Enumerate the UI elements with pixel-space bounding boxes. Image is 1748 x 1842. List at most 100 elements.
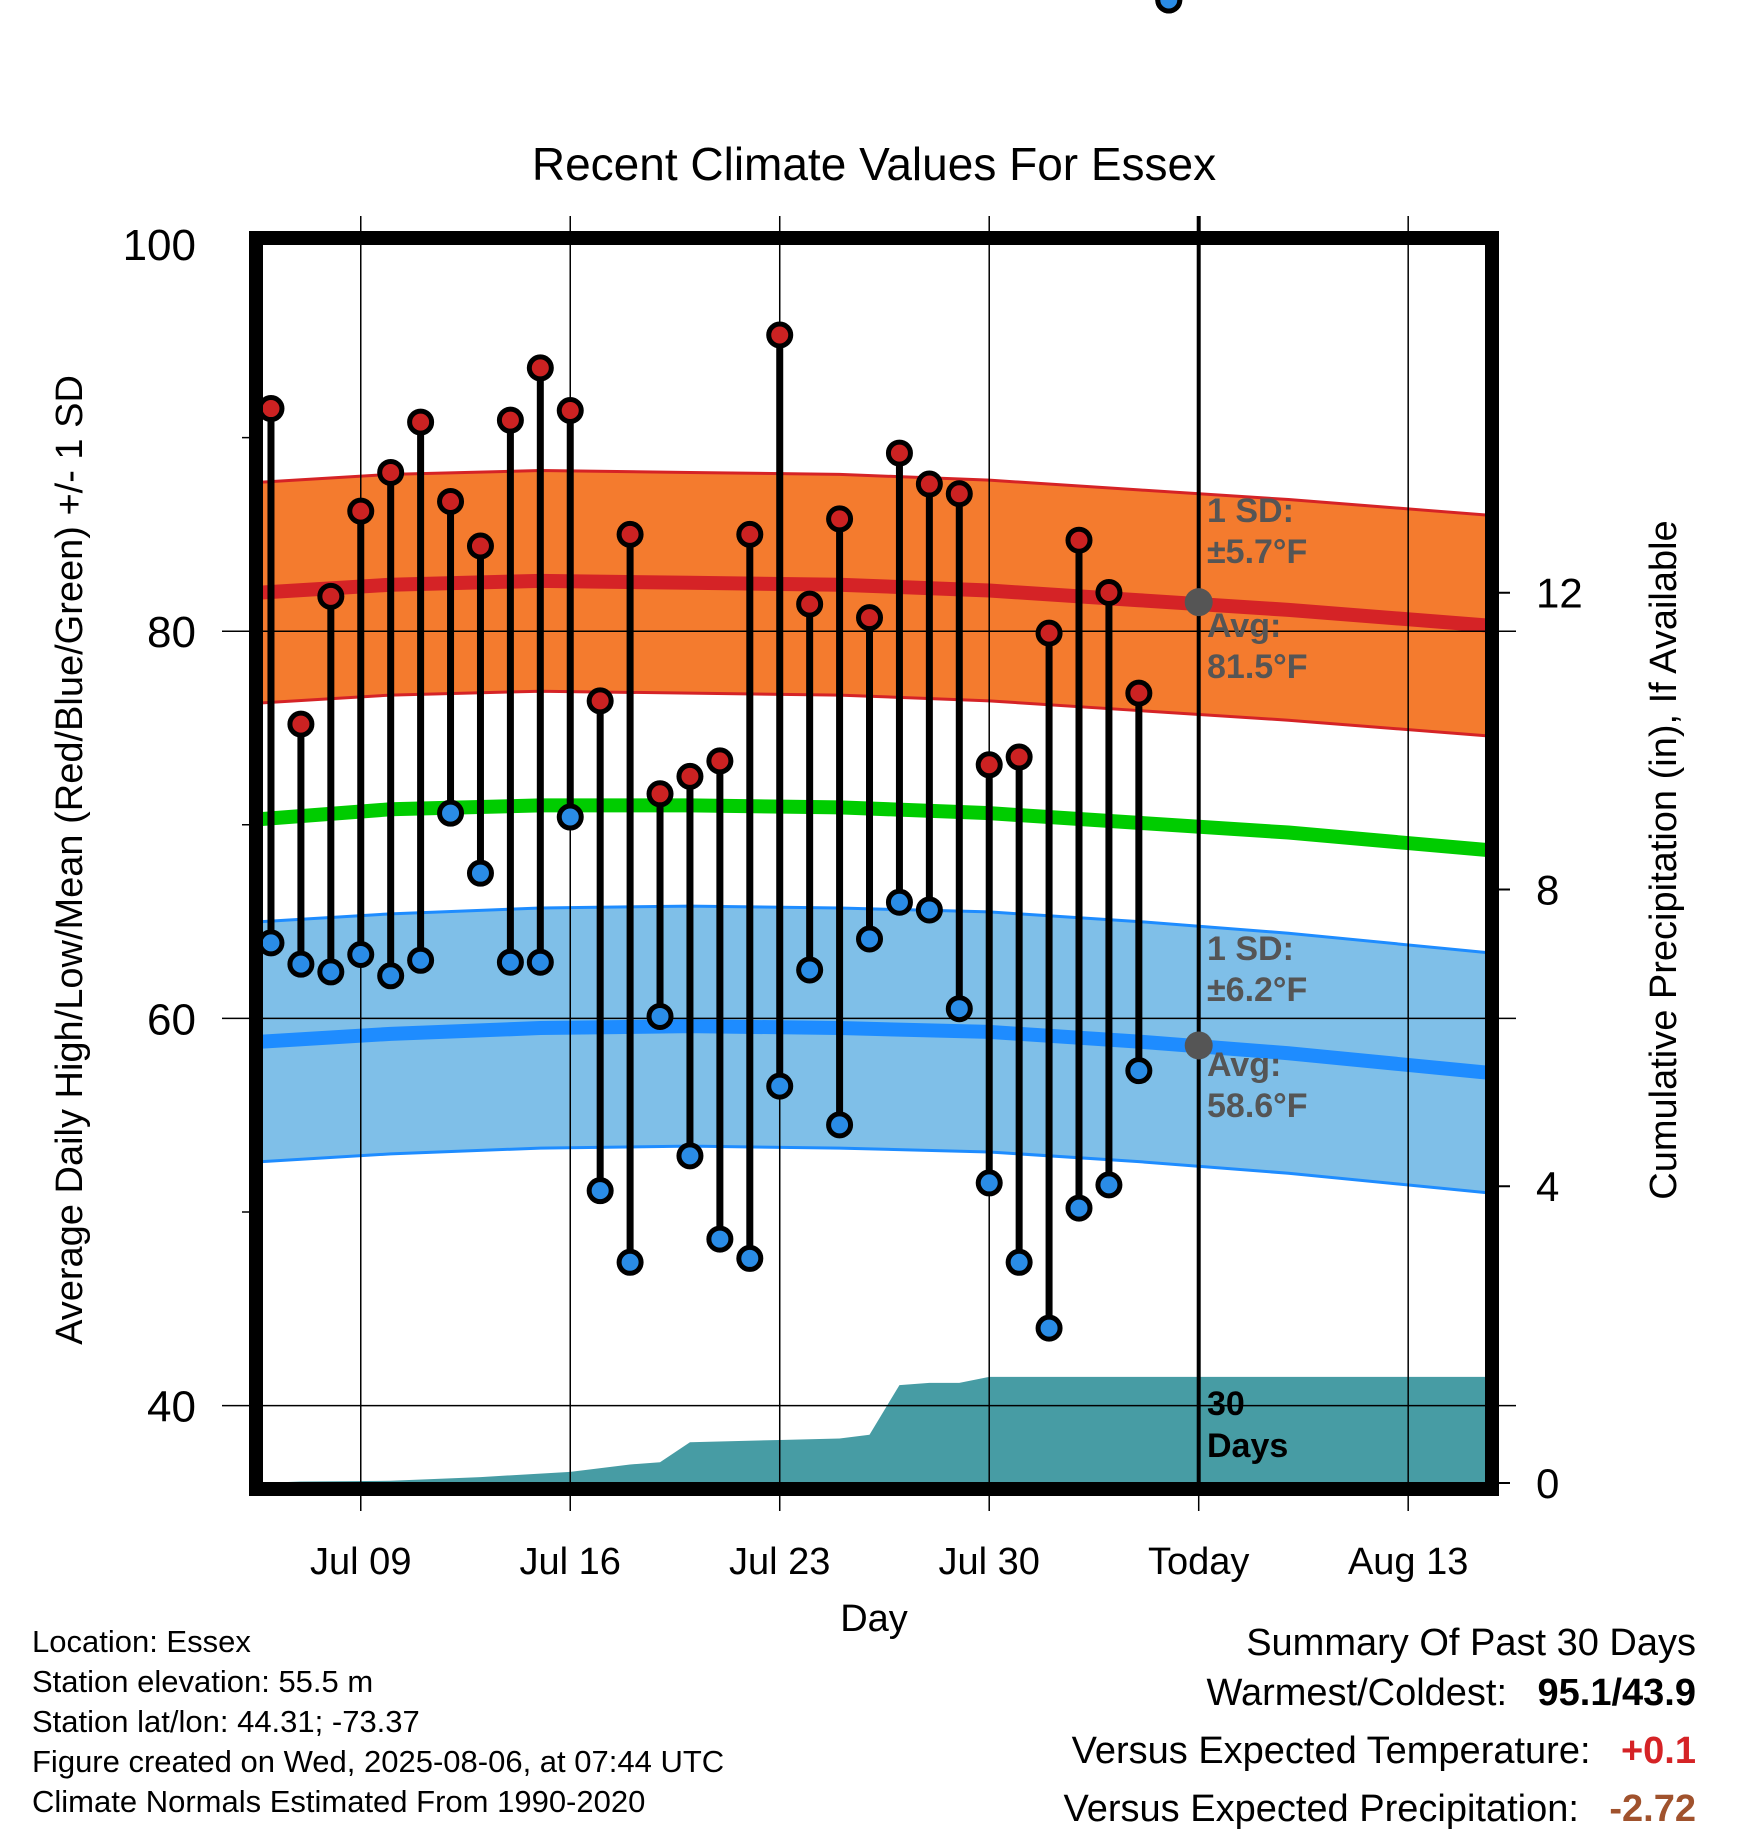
summary-panel: Summary Of Past 30 Days Warmest/Coldest:… <box>1064 1618 1696 1842</box>
daily-high-point <box>466 532 494 560</box>
x-axis-title: Day <box>840 1598 908 1640</box>
high-sd-label: 1 SD: <box>1207 492 1294 530</box>
warmest-coldest-value: 95.1/43.9 <box>1537 1672 1696 1714</box>
window-label-number: 30 <box>1207 1385 1245 1423</box>
daily-low-point <box>975 1169 1003 1197</box>
y-tick-label: 60 <box>147 995 196 1044</box>
daily-low-point <box>1005 1248 1033 1276</box>
warmest-coldest-label: Warmest/Coldest: <box>1206 1672 1508 1714</box>
daily-low-point <box>347 940 375 968</box>
y-tick-label: 100 <box>123 221 196 270</box>
daily-high-point <box>407 408 435 436</box>
low-avg-value: 58.6°F <box>1207 1087 1308 1125</box>
daily-low-point <box>885 888 913 916</box>
daily-low-point <box>796 956 824 984</box>
precip-area <box>262 1376 1486 1483</box>
climate-normals: Climate Normals Estimated From 1990-2020 <box>32 1784 646 1819</box>
daily-low-point <box>646 1002 674 1030</box>
daily-low-point <box>257 929 285 957</box>
window-label-days: Days <box>1207 1427 1288 1465</box>
high-avg-value: 81.5°F <box>1207 648 1308 686</box>
y2-tick-label: 8 <box>1536 866 1559 913</box>
high-band-upper <box>262 469 1486 517</box>
low-band-lower <box>262 1144 1486 1195</box>
station-location: Location: Essex <box>32 1624 251 1659</box>
summary-title: Summary Of Past 30 Days <box>1246 1622 1696 1664</box>
daily-low-point <box>407 946 435 974</box>
low-sd-label: 1 SD: <box>1207 930 1294 968</box>
daily-low-point <box>616 1248 644 1276</box>
daily-low-point <box>856 925 884 953</box>
daily-low-point <box>945 995 973 1023</box>
precip-deviation-label: Versus Expected Precipitation: <box>1063 1788 1579 1830</box>
daily-high-point <box>646 780 674 808</box>
today-low-avg-marker <box>1184 1031 1213 1060</box>
y2-axis-title: Cumulative Precipitation (in), If Availa… <box>1643 520 1685 1199</box>
high-sd-value: ±5.7°F <box>1207 533 1307 571</box>
daily-low-point <box>317 958 345 986</box>
daily-high-point <box>975 751 1003 779</box>
daily-high-point <box>526 354 554 382</box>
daily-low-point <box>1155 0 1183 14</box>
daily-high-point <box>1065 526 1093 554</box>
x-tick-label: Aug 13 <box>1348 1541 1468 1583</box>
low-sd-band <box>262 906 1486 1193</box>
daily-low-point <box>526 948 554 976</box>
daily-low-point <box>706 1225 734 1253</box>
station-info: Location: Essex Station elevation: 55.5 … <box>32 1622 724 1822</box>
y-tick-label: 40 <box>147 1383 196 1432</box>
daily-high-point <box>1095 578 1123 606</box>
daily-high-point <box>766 321 794 349</box>
high-avg-label: Avg: <box>1207 607 1281 645</box>
daily-low-point <box>466 859 494 887</box>
today-high-avg-marker <box>1184 588 1213 617</box>
y2-tick-label: 4 <box>1536 1163 1559 1210</box>
daily-low-point <box>766 1072 794 1100</box>
daily-low-point <box>556 803 584 831</box>
daily-low-point <box>736 1244 764 1272</box>
station-elevation: Station elevation: 55.5 m <box>32 1664 374 1699</box>
x-tick-label: Jul 30 <box>939 1541 1040 1583</box>
daily-high-point <box>257 395 285 423</box>
daily-high-point <box>856 604 884 632</box>
daily-high-point <box>347 497 375 525</box>
y2-tick-label: 0 <box>1536 1460 1559 1507</box>
daily-high-point <box>1035 619 1063 647</box>
daily-low-point <box>377 962 405 990</box>
daily-high-point <box>496 406 524 434</box>
daily-low-point <box>1095 1171 1123 1199</box>
figure-created: Figure created on Wed, 2025-08-06, at 07… <box>32 1744 725 1779</box>
daily-high-point <box>826 505 854 533</box>
daily-low-point <box>915 896 943 924</box>
daily-low-point <box>1125 1057 1153 1085</box>
x-tick-label: Jul 09 <box>310 1541 411 1583</box>
y-axis-title: Average Daily High/Low/Mean (Red/Blue/Gr… <box>49 375 91 1345</box>
daily-high-point <box>885 439 913 467</box>
daily-high-point <box>1125 679 1153 707</box>
plot-frame <box>249 231 1499 1496</box>
daily-high-point <box>437 487 465 515</box>
low-sd-value: ±6.2°F <box>1207 971 1307 1009</box>
daily-high-point <box>616 520 644 548</box>
daily-high-point <box>586 687 614 715</box>
daily-high-point <box>796 590 824 618</box>
daily-high-point <box>945 480 973 508</box>
low-avg-label: Avg: <box>1207 1046 1281 1084</box>
daily-low-point <box>586 1177 614 1205</box>
daily-high-point <box>915 470 943 498</box>
daily-high-point <box>1005 743 1033 771</box>
daily-low-point <box>826 1111 854 1139</box>
daily-low-point <box>437 799 465 827</box>
daily-high-point <box>706 747 734 775</box>
daily-low-point <box>1065 1194 1093 1222</box>
daily-high-point <box>736 520 764 548</box>
chart-title: Recent Climate Values For Essex <box>532 138 1216 190</box>
daily-high-point <box>377 458 405 486</box>
y2-tick-label: 12 <box>1536 570 1583 617</box>
daily-high-point <box>676 762 704 790</box>
x-tick-label: Jul 16 <box>520 1541 621 1583</box>
station-latlon: Station lat/lon: 44.31; -73.37 <box>32 1704 420 1739</box>
daily-low-point <box>287 950 315 978</box>
